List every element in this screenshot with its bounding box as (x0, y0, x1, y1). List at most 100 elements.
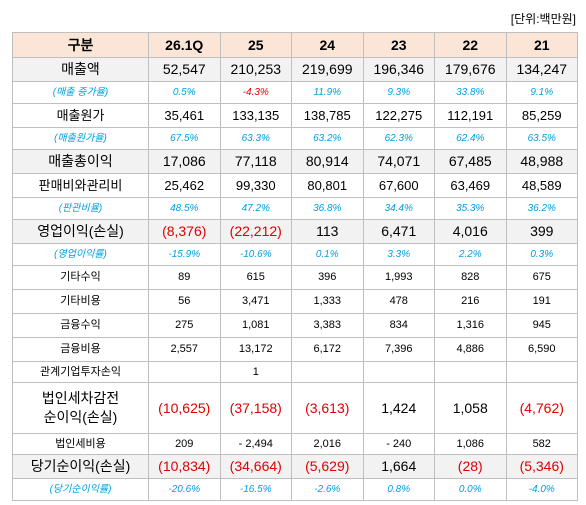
value-cell: 34.4% (362, 197, 435, 220)
value-cell: 7,396 (362, 337, 435, 362)
value-cell: 3,471 (219, 289, 292, 314)
value-cell: 56 (148, 289, 221, 314)
value-cell: 63.3% (219, 127, 292, 150)
row-label: 법인세차감전 순이익(손실) (12, 382, 149, 434)
value-cell: (34,664) (219, 454, 292, 479)
value-cell: 209 (148, 433, 221, 455)
row-label: 영업이익(손실) (12, 219, 149, 244)
value-cell: 1 (219, 361, 292, 383)
value-cell: 4,016 (434, 219, 507, 244)
value-cell: 35,461 (148, 103, 221, 128)
row-label: (판관비율) (12, 197, 149, 220)
value-cell: (3,613) (291, 382, 364, 434)
value-cell: 74,071 (362, 149, 435, 174)
value-cell: 67.5% (148, 127, 221, 150)
value-cell: - 240 (362, 433, 435, 455)
value-cell: 834 (362, 313, 435, 338)
value-cell: 33.8% (434, 81, 507, 104)
empty-cell (434, 361, 507, 383)
value-cell: 582 (505, 433, 578, 455)
table-row: 판매비와관리비 25,462 99,330 80,801 67,600 63,469 48,… (12, 173, 578, 198)
value-cell: 0.5% (148, 81, 221, 104)
value-cell: 196,346 (362, 57, 435, 82)
value-cell: 122,275 (362, 103, 435, 128)
value-cell: 191 (505, 289, 578, 314)
value-cell: 80,914 (291, 149, 364, 174)
table-row: (영업이익률) -15.9% -10.6% 0.1% 3.3% 2.2% 0.3% (12, 243, 578, 266)
value-cell: 9.3% (362, 81, 435, 104)
value-cell: 25,462 (148, 173, 221, 198)
row-label: (매출원가율) (12, 127, 149, 150)
table-row: 매출총이익 17,086 77,118 80,914 74,071 67,485 48,98… (12, 149, 578, 174)
value-cell: -20.6% (148, 478, 221, 501)
value-cell: - 2,494 (219, 433, 292, 455)
value-cell: 216 (434, 289, 507, 314)
value-cell: 1,086 (434, 433, 507, 455)
value-cell: 62.4% (434, 127, 507, 150)
value-cell: 11.9% (291, 81, 364, 104)
value-cell: 0.3% (505, 243, 578, 266)
value-cell: 219,699 (291, 57, 364, 82)
empty-cell (362, 361, 435, 383)
header-cell: 25 (219, 32, 292, 58)
row-label: 금융수익 (12, 313, 149, 338)
value-cell: 35.3% (434, 197, 507, 220)
value-cell: 0.8% (362, 478, 435, 501)
value-cell: 17,086 (148, 149, 221, 174)
row-label: (매출 증가율) (12, 81, 149, 104)
value-cell: 615 (219, 265, 292, 290)
unit-note: [단위:백만원] (510, 12, 576, 26)
empty-cell (291, 361, 364, 383)
value-cell: (22,212) (219, 219, 292, 244)
value-cell: 3,383 (291, 313, 364, 338)
value-cell: 134,247 (505, 57, 578, 82)
value-cell: 36.8% (291, 197, 364, 220)
table-row: 기타수익 89 615 396 1,993 828 675 (12, 265, 578, 290)
value-cell: 1,058 (434, 382, 507, 434)
header-cell: 23 (362, 32, 435, 58)
value-cell: 63.2% (291, 127, 364, 150)
value-cell: 67,485 (434, 149, 507, 174)
value-cell: 89 (148, 265, 221, 290)
row-label: 판매비와관리비 (12, 173, 149, 198)
value-cell: (10,834) (148, 454, 221, 479)
header-cell: 21 (505, 32, 578, 58)
table-row: 금융수익 275 1,081 3,383 834 1,316 945 (12, 313, 578, 338)
value-cell: 2.2% (434, 243, 507, 266)
value-cell: 945 (505, 313, 578, 338)
value-cell: 112,191 (434, 103, 507, 128)
row-label: 기타비용 (12, 289, 149, 314)
value-cell: -10.6% (219, 243, 292, 266)
header-row: 구분 26.1Q 25 24 23 22 21 (12, 32, 578, 58)
value-cell: 9.1% (505, 81, 578, 104)
value-cell: (5,346) (505, 454, 578, 479)
value-cell: 1,316 (434, 313, 507, 338)
value-cell: 399 (505, 219, 578, 244)
value-cell: (8,376) (148, 219, 221, 244)
value-cell: -15.9% (148, 243, 221, 266)
value-cell: -4.3% (219, 81, 292, 104)
value-cell: 4,886 (434, 337, 507, 362)
table-row: (매출원가율) 67.5% 63.3% 63.2% 62.3% 62.4% 63.5% (12, 127, 578, 150)
row-label: 당기순이익(손실) (12, 454, 149, 479)
row-label: 금융비용 (12, 337, 149, 362)
table-row: (당기순이익률) -20.6% -16.5% -2.6% 0.8% 0.0% -4.0% (12, 478, 578, 501)
value-cell: 1,081 (219, 313, 292, 338)
empty-cell (148, 361, 221, 383)
value-cell: 133,135 (219, 103, 292, 128)
table-row: 매출액 52,547 210,253 219,699 196,346 179,676 134… (12, 57, 578, 82)
value-cell: (10,625) (148, 382, 221, 434)
value-cell: 36.2% (505, 197, 578, 220)
value-cell: 63.5% (505, 127, 578, 150)
value-cell: 2,557 (148, 337, 221, 362)
value-cell: (5,629) (291, 454, 364, 479)
value-cell: 1,333 (291, 289, 364, 314)
value-cell: (4,762) (505, 382, 578, 434)
value-cell: 48,988 (505, 149, 578, 174)
row-label: 매출총이익 (12, 149, 149, 174)
value-cell: 478 (362, 289, 435, 314)
table-row: 영업이익(손실) (8,376) (22,212) 113 6,471 4,016 399 (12, 219, 578, 244)
value-cell: 3.3% (362, 243, 435, 266)
value-cell: 396 (291, 265, 364, 290)
table-row: 법인세차감전 순이익(손실) (10,625) (37,158) (3,613) 1,4… (12, 382, 578, 434)
